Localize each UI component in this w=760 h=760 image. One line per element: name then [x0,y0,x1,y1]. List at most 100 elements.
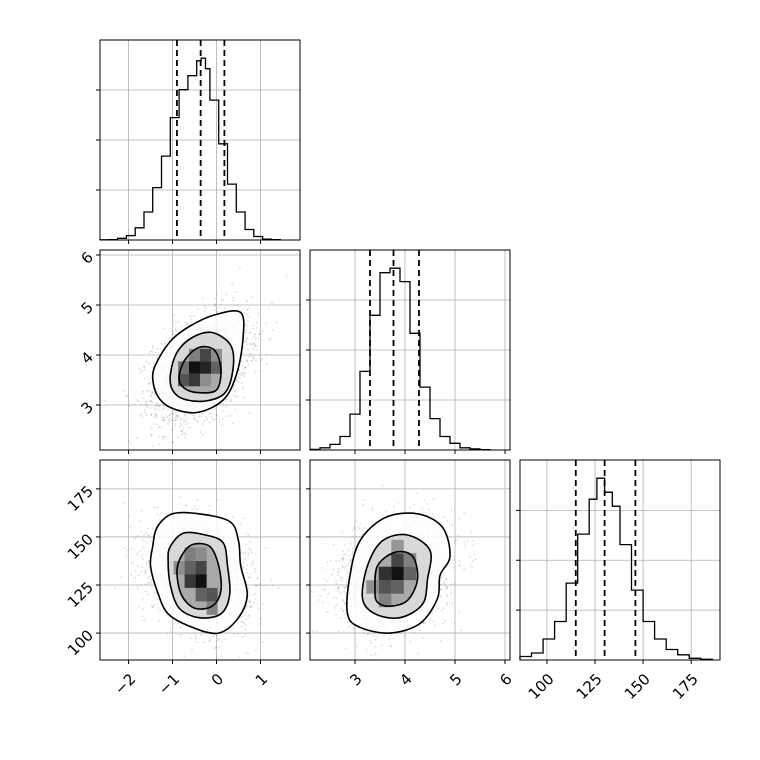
sample-point [196,508,198,510]
sample-point [248,547,251,550]
sample-point [205,307,208,310]
sample-point [156,403,159,406]
sample-point [254,333,257,336]
sample-point [196,308,199,310]
sample-point [171,419,173,422]
sample-point [204,305,207,307]
sample-point [180,325,183,328]
sample-point [243,375,246,378]
joint-panel [114,496,280,660]
sample-point [258,584,261,586]
sample-point [184,433,187,436]
sample-point [258,332,261,335]
sample-point [152,423,155,425]
sample-point [245,328,248,331]
sample-point [244,606,247,609]
sample-point [251,296,253,298]
sample-point [185,421,187,424]
sample-point [147,577,150,580]
sample-point [200,415,203,418]
sample-point [141,553,144,556]
sample-point [139,371,142,373]
sample-point [247,363,250,366]
sample-point [146,562,149,565]
sample-point [134,576,137,579]
sample-point [151,392,154,394]
sample-point [242,371,245,374]
sample-point [213,418,216,420]
sample-point [250,551,253,554]
sample-point [254,359,257,362]
sample-point [243,312,246,315]
sample-point [248,614,250,617]
density-contour [151,310,245,414]
sample-point [255,321,258,324]
sample-point [209,412,212,415]
sample-point [159,609,162,612]
sample-point [238,375,241,377]
sample-point [255,327,258,329]
sample-point [144,408,147,411]
sample-point [250,605,252,607]
sample-point [213,647,216,650]
sample-point [181,429,184,432]
sample-point [237,622,240,624]
sample-point [147,533,150,536]
density-cell [189,361,200,374]
sample-point [130,548,133,550]
sample-point [153,407,156,410]
sample-point [245,313,248,316]
sample-point [245,614,248,617]
sample-point [185,321,188,324]
sample-point [259,617,262,620]
sample-point [123,390,126,393]
sample-point [257,577,259,580]
sample-point [172,413,174,415]
sample-point [205,416,207,418]
sample-point [140,414,142,417]
sample-point [242,635,245,638]
sample-point [155,414,157,417]
sample-point [156,401,158,404]
sample-point [150,581,153,584]
sample-point [172,333,175,336]
sample-point [169,413,172,416]
y-tick-label: 6 [78,248,97,267]
sample-point [247,348,249,351]
sample-point [120,576,123,579]
sample-point [174,419,177,422]
sample-point [194,640,197,643]
sample-point [149,350,152,353]
sample-point [250,343,253,345]
sample-point [191,648,193,651]
sample-point [214,309,217,312]
sample-point [148,582,151,585]
sample-point [254,345,257,348]
sample-point [215,413,218,416]
sample-point [164,512,167,515]
sample-point [206,418,209,421]
sample-point [155,592,158,595]
sample-point [145,569,148,571]
sample-point [165,614,168,617]
sample-point [201,423,204,425]
sample-point [162,327,165,330]
sample-point [177,320,180,323]
sample-point [177,413,179,416]
sample-point [155,351,157,354]
sample-point [233,304,236,306]
sample-point [216,414,218,417]
sample-point [140,510,143,512]
sample-point [238,372,241,374]
sample-point [222,298,224,301]
sample-point [250,563,253,566]
sample-point [136,436,138,439]
sample-point [163,419,166,422]
sample-point [240,552,243,555]
sample-point [248,307,251,309]
sample-point [185,415,188,417]
sample-point [208,421,211,424]
sample-point [139,571,142,573]
sample-point [161,426,163,429]
